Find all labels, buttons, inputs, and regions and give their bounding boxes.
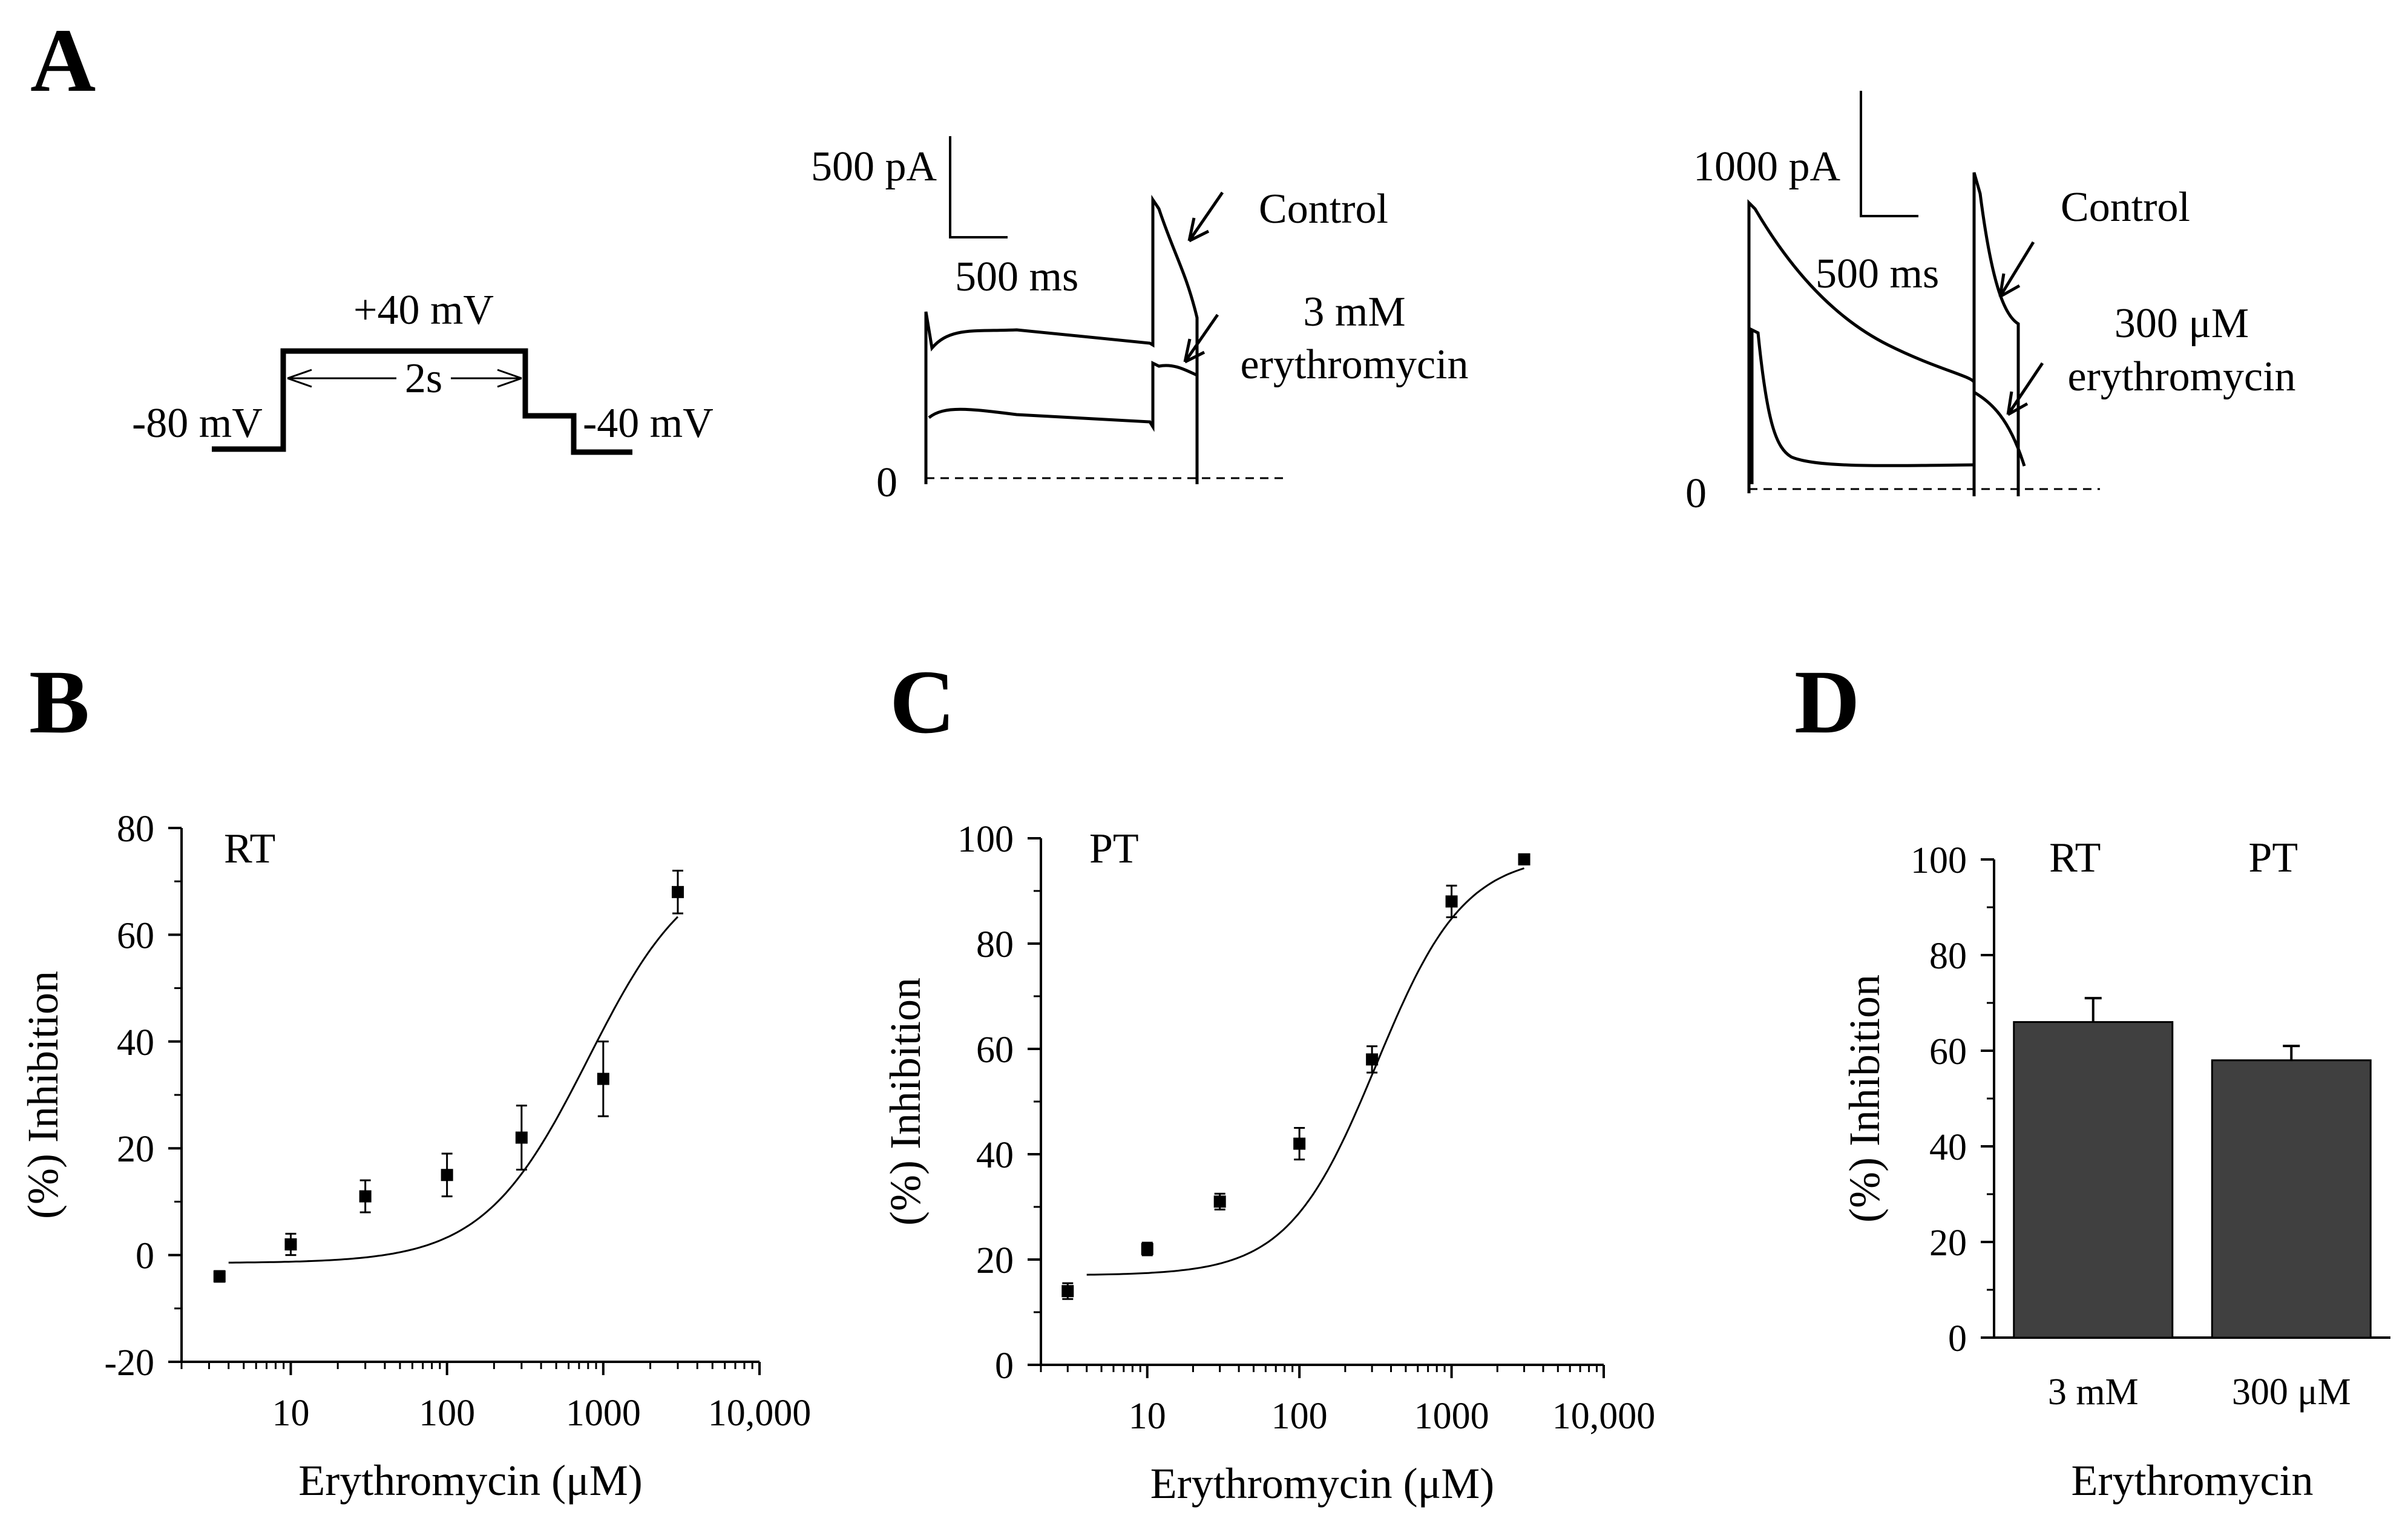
y-tick-label: 40 bbox=[976, 1135, 1014, 1176]
scale-time-label-rt: 500 ms bbox=[955, 254, 1078, 300]
duration-arrow-right bbox=[497, 369, 522, 388]
drug-trace-pt bbox=[1750, 327, 2026, 484]
x-axis-title: Erythromycin (μM) bbox=[1150, 1459, 1494, 1508]
scale-time-label-pt: 500 ms bbox=[1816, 251, 1939, 297]
data-point bbox=[1366, 1053, 1379, 1066]
drug-trace-rt bbox=[928, 360, 1198, 432]
data-point bbox=[597, 1073, 609, 1085]
panel-d-letter: D bbox=[1794, 652, 1860, 752]
y-axis-title: (%) Inhibition bbox=[881, 977, 930, 1226]
y-tick-label: 80 bbox=[976, 924, 1014, 965]
data-point bbox=[441, 1169, 453, 1181]
y-tick-label: 20 bbox=[1929, 1223, 1967, 1264]
drug-conc-label-pt: 300 μM bbox=[2114, 300, 2249, 347]
x-tick-label: 10 bbox=[272, 1393, 309, 1434]
data-point bbox=[1141, 1243, 1153, 1255]
data-point bbox=[1213, 1195, 1226, 1208]
x-tick-label: 1000 bbox=[566, 1393, 641, 1434]
y-tick-label: 40 bbox=[117, 1022, 154, 1063]
current-traces-pt: 1000 pA 500 ms 0 Control 300 μM erythrom… bbox=[1685, 91, 2296, 517]
group-label: PT bbox=[2248, 835, 2298, 881]
y-axis-title: (%) Inhibition bbox=[19, 971, 67, 1219]
duration-arrow-left bbox=[287, 369, 312, 388]
y-tick-label: 80 bbox=[117, 809, 154, 850]
panel-c-letter: C bbox=[890, 652, 955, 752]
chart-b: -20 0 20 40 60 80 10 100 1000 10,000 RT Erythromyci… bbox=[19, 809, 811, 1505]
x-axis-title: Erythromycin (μM) bbox=[298, 1456, 642, 1505]
drug-arrow-pt bbox=[2006, 362, 2044, 416]
drug-name-label-rt: erythromycin bbox=[1240, 341, 1468, 388]
x-tick-label: 10,000 bbox=[708, 1393, 812, 1434]
x-category-label: 3 mM bbox=[2048, 1372, 2139, 1413]
y-tick-label: 60 bbox=[976, 1030, 1014, 1071]
data-point bbox=[284, 1238, 297, 1250]
control-label-rt: Control bbox=[1259, 186, 1388, 232]
y-tick-label: 100 bbox=[1911, 840, 1967, 881]
y-tick-label: 0 bbox=[136, 1236, 154, 1277]
chart-d: 0 20 40 60 80 100 3 mM RT 300 μM PT Erythromycin (%… bbox=[1840, 835, 2390, 1505]
data-point bbox=[359, 1190, 372, 1203]
bar bbox=[2211, 1059, 2372, 1339]
chart-title: PT bbox=[1089, 826, 1139, 872]
holding-voltage-label: -80 mV bbox=[132, 400, 263, 447]
y-tick-label: 20 bbox=[117, 1129, 154, 1170]
drug-arrow-rt bbox=[1183, 314, 1219, 364]
data-point bbox=[1061, 1285, 1074, 1298]
y-tick-label: 60 bbox=[117, 915, 154, 956]
x-tick-label: 1000 bbox=[1414, 1396, 1489, 1437]
bar bbox=[2013, 1021, 2174, 1339]
x-category-label: 300 μM bbox=[2232, 1372, 2351, 1413]
drug-name-label-pt: erythromycin bbox=[2067, 353, 2295, 400]
tail-voltage-label: -40 mV bbox=[583, 400, 714, 447]
fit-curve bbox=[228, 916, 679, 1264]
data-point bbox=[515, 1131, 528, 1144]
panel-b-letter: B bbox=[29, 652, 90, 752]
data-point bbox=[1518, 853, 1530, 866]
duration-label: 2s bbox=[405, 355, 442, 402]
y-tick-label: 80 bbox=[1929, 936, 1967, 977]
data-point bbox=[672, 885, 684, 898]
y-tick-label: 40 bbox=[1929, 1127, 1967, 1168]
y-tick-label: 20 bbox=[976, 1240, 1014, 1281]
x-tick-label: 10 bbox=[1129, 1396, 1166, 1437]
x-axis-title: Erythromycin bbox=[2072, 1456, 2314, 1505]
control-trace-pt bbox=[1747, 172, 2020, 496]
scale-bar-pt bbox=[1860, 91, 1918, 217]
chart-c: 0 20 40 60 80 100 10 100 1000 10,000 PT Erythromyci… bbox=[881, 819, 1655, 1508]
current-traces-rt: 500 pA 500 ms 0 Control 3 mM erythromyci… bbox=[811, 136, 1469, 506]
panel-a-letter: A bbox=[30, 10, 96, 111]
protocol-waveform bbox=[212, 348, 632, 455]
y-axis-title: (%) Inhibition bbox=[1840, 974, 1889, 1223]
data-point bbox=[1293, 1137, 1306, 1150]
control-arrow-pt bbox=[1998, 241, 2035, 298]
scale-current-label-rt: 500 pA bbox=[811, 143, 937, 190]
y-tick-label: 0 bbox=[995, 1345, 1014, 1387]
drug-conc-label-rt: 3 mM bbox=[1303, 289, 1405, 335]
data-point bbox=[213, 1270, 226, 1283]
control-arrow-rt bbox=[1187, 191, 1224, 243]
step-voltage-label: +40 mV bbox=[353, 287, 494, 333]
y-tick-label: -20 bbox=[104, 1342, 154, 1384]
chart-title: RT bbox=[224, 826, 275, 872]
y-tick-label: 100 bbox=[957, 819, 1014, 860]
scale-current-label-pt: 1000 pA bbox=[1693, 143, 1841, 190]
x-tick-label: 10,000 bbox=[1552, 1396, 1656, 1437]
data-point bbox=[1445, 895, 1458, 908]
voltage-protocol: 2s +40 mV -80 mV -40 mV bbox=[132, 287, 714, 455]
control-trace-rt bbox=[924, 194, 1199, 484]
scale-bar-rt bbox=[949, 136, 1008, 238]
zero-label-pt: 0 bbox=[1685, 470, 1707, 517]
x-tick-label: 100 bbox=[419, 1393, 475, 1434]
fit-curve bbox=[1086, 867, 1524, 1276]
y-tick-label: 0 bbox=[1948, 1318, 1967, 1359]
y-tick-label: 60 bbox=[1929, 1031, 1967, 1073]
group-label: RT bbox=[2049, 835, 2101, 881]
control-label-pt: Control bbox=[2061, 184, 2190, 231]
zero-label-rt: 0 bbox=[876, 459, 897, 506]
x-tick-label: 100 bbox=[1271, 1396, 1328, 1437]
